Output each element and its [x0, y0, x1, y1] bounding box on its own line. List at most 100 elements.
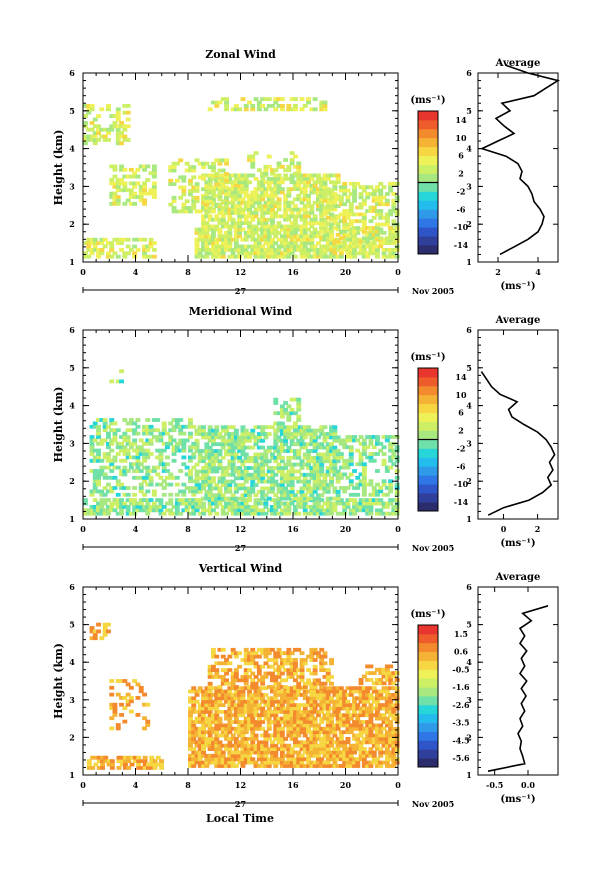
heat-cell: [119, 472, 124, 477]
heat-cell: [279, 764, 285, 768]
heat-cell: [368, 501, 374, 506]
heat-cell: [220, 466, 226, 470]
heat-cell: [335, 726, 341, 731]
heat-cell: [266, 211, 272, 215]
heat-cell: [279, 511, 285, 516]
heat-cell: [227, 214, 233, 219]
heat-cell: [325, 716, 331, 721]
heat-cell: [273, 251, 279, 256]
heat-cell: [194, 472, 200, 477]
heat-cell: [115, 124, 121, 129]
heat-cell: [211, 165, 216, 169]
heat-cell: [348, 764, 354, 768]
heat-cell: [309, 221, 315, 225]
heat-cell: [299, 244, 305, 249]
heat-cell: [365, 740, 371, 745]
heat-cell: [135, 174, 141, 179]
heat-cell: [224, 104, 229, 108]
heat-cell: [309, 234, 315, 239]
heat-cell: [352, 760, 357, 765]
heat-cell: [99, 107, 105, 112]
heat-cell: [227, 173, 233, 178]
heat-cell: [214, 459, 220, 464]
heat-cell: [394, 198, 400, 203]
heat-cell: [316, 241, 321, 245]
heat-cell: [224, 658, 229, 662]
heat-cell: [119, 248, 124, 252]
heat-cell: [240, 190, 246, 195]
heat-cell: [335, 737, 341, 741]
heat-cell: [306, 486, 311, 491]
heat-cell: [375, 232, 380, 237]
heat-cell: [214, 432, 220, 436]
heat-cell: [174, 508, 180, 513]
heat-cell: [142, 181, 147, 186]
heat-cell: [237, 251, 243, 256]
heat-cell: [263, 248, 269, 252]
heat-cell: [112, 498, 118, 502]
heat-cell: [253, 723, 259, 728]
heat-cell: [243, 498, 249, 502]
colorbar-tick-label: 14: [455, 372, 467, 382]
heat-cell: [178, 209, 184, 214]
heat-cell: [312, 489, 318, 494]
heat-cell: [247, 211, 252, 215]
heat-cell: [312, 483, 318, 487]
heat-cell: [335, 180, 341, 185]
heat-cell: [233, 685, 239, 689]
heat-cell: [342, 462, 348, 467]
average-profile-line: [480, 371, 556, 516]
heat-cell: [250, 211, 256, 215]
heat-cell: [132, 448, 138, 453]
heat-cell: [230, 183, 236, 188]
heat-cell: [109, 428, 115, 433]
heat-cell: [191, 720, 197, 724]
heat-cell: [207, 248, 213, 252]
heat-cell: [132, 181, 138, 186]
heat-cell: [332, 486, 338, 491]
heat-cell: [270, 227, 275, 232]
heat-cell: [188, 723, 193, 728]
heat-cell: [335, 221, 341, 225]
heat-cell: [181, 445, 187, 450]
heat-cell: [181, 209, 187, 214]
heat-cell: [309, 720, 315, 724]
heat-cell: [276, 668, 282, 672]
heat-cell: [256, 476, 262, 481]
heat-cell: [312, 689, 318, 694]
heat-cell: [394, 498, 400, 502]
heat-cell: [92, 475, 98, 480]
heat-cell: [306, 180, 311, 185]
heat-cell: [378, 222, 384, 227]
heat-cell: [253, 187, 259, 191]
heat-cell: [361, 720, 367, 724]
heat-cell: [211, 202, 216, 207]
heat-cell: [338, 757, 344, 762]
heat-cell: [270, 498, 275, 502]
heat-cell: [384, 716, 390, 721]
heat-cell: [89, 452, 95, 456]
heat-cell: [368, 435, 374, 439]
heat-cell: [227, 740, 233, 745]
heat-cell: [342, 723, 348, 728]
heat-cell: [283, 425, 289, 430]
heat-cell: [250, 760, 256, 765]
heat-cell: [89, 435, 95, 439]
heat-cell: [260, 214, 266, 219]
heat-cell: [316, 180, 321, 185]
heat-cell: [171, 161, 177, 166]
heat-cell: [391, 209, 397, 213]
heat-cell: [338, 501, 344, 506]
heat-cell: [263, 251, 269, 256]
heat-cell: [263, 651, 269, 656]
heat-cell: [309, 493, 315, 498]
heat-cell: [338, 212, 344, 217]
heat-cell: [325, 733, 331, 738]
heat-cell: [279, 753, 285, 758]
heat-cell: [125, 492, 131, 497]
heat-cell: [332, 462, 338, 467]
heat-cell: [348, 713, 354, 718]
x-tick-label: 20: [340, 524, 352, 534]
heat-cell: [158, 452, 164, 456]
heat-cell: [276, 647, 282, 652]
